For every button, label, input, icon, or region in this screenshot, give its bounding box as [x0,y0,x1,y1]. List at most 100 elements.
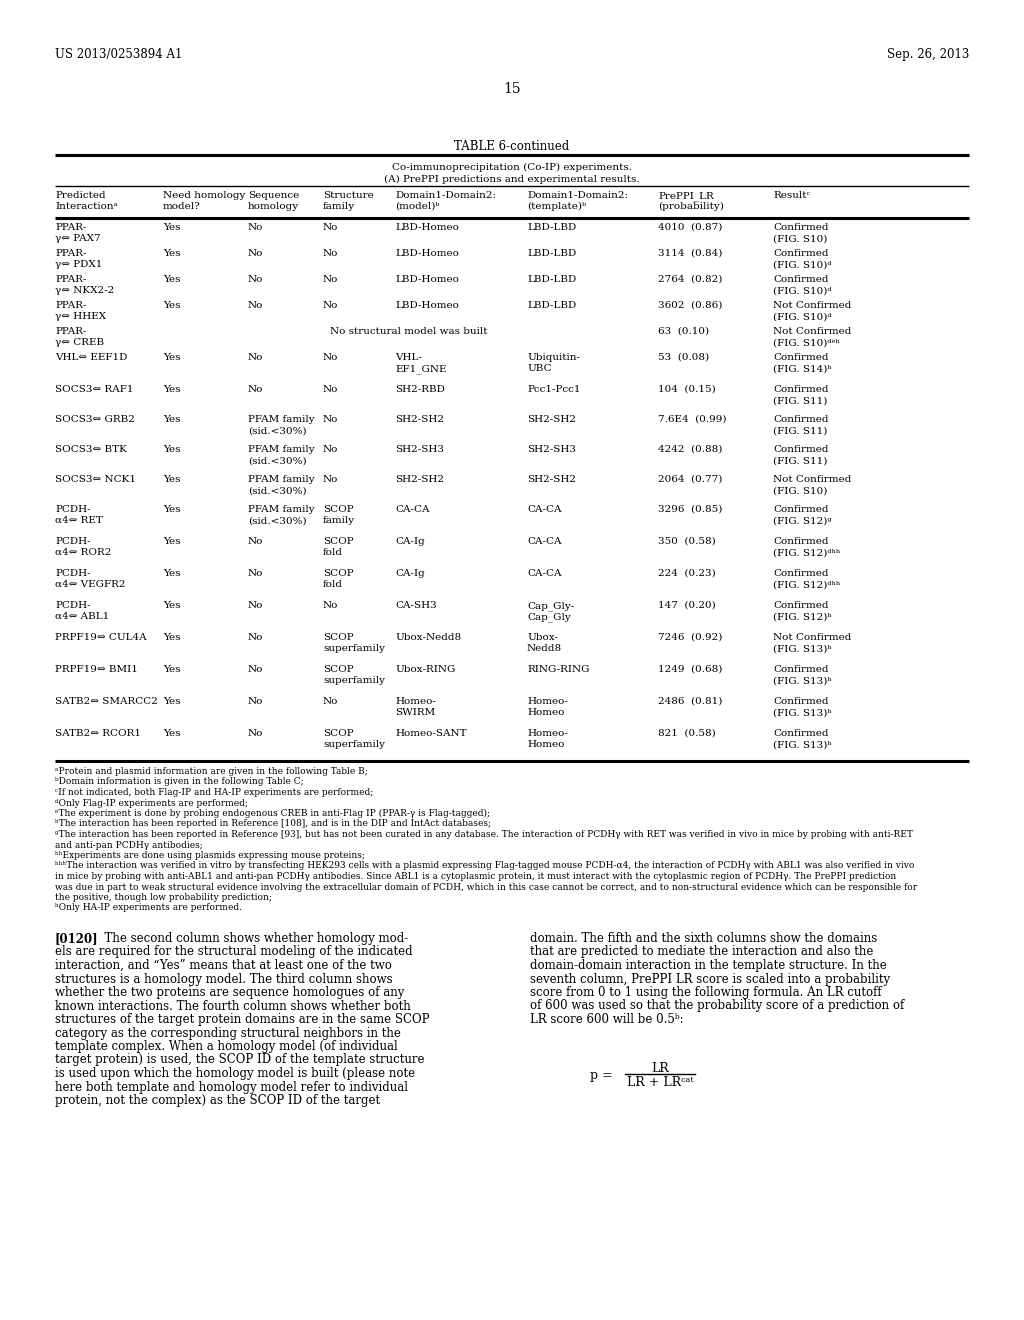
Text: SH2-SH3: SH2-SH3 [527,445,575,454]
Text: Co-immunoprecipitation (Co-IP) experiments.: Co-immunoprecipitation (Co-IP) experimen… [392,162,632,172]
Text: 2486  (0.81): 2486 (0.81) [658,697,722,706]
Text: ᶜIf not indicated, both Flag-IP and HA-IP experiments are performed;: ᶜIf not indicated, both Flag-IP and HA-I… [55,788,374,797]
Text: model?: model? [163,202,201,211]
Text: Structure: Structure [323,191,374,201]
Text: RING-RING: RING-RING [527,665,590,675]
Text: No: No [248,301,263,310]
Text: Sequence: Sequence [248,191,299,201]
Text: in mice by probing with anti-ABL1 and anti-pan PCDHγ antibodies. Since ABL1 is a: in mice by probing with anti-ABL1 and an… [55,873,896,880]
Text: 4010  (0.87): 4010 (0.87) [658,223,722,232]
Text: CA-CA: CA-CA [527,569,561,578]
Text: SH2-SH2: SH2-SH2 [395,414,444,424]
Text: (template)ᵇ: (template)ᵇ [527,202,586,211]
Text: TABLE 6-continued: TABLE 6-continued [455,140,569,153]
Text: No: No [248,352,263,362]
Text: No: No [248,275,263,284]
Text: CA-CA: CA-CA [395,506,429,513]
Text: ᵃProtein and plasmid information are given in the following Table B;: ᵃProtein and plasmid information are giv… [55,767,368,776]
Text: No: No [248,729,263,738]
Text: Yes: Yes [163,601,180,610]
Text: 63  (0.10): 63 (0.10) [658,327,710,337]
Text: LBD-LBD: LBD-LBD [527,249,577,257]
Text: No: No [323,601,338,610]
Text: No: No [323,697,338,706]
Text: Cap_Gly-
Cap_Gly: Cap_Gly- Cap_Gly [527,601,574,623]
Text: Yes: Yes [163,275,180,284]
Text: PCDH-
α4⇔ ABL1: PCDH- α4⇔ ABL1 [55,601,110,622]
Text: Confirmed
(FIG. S10)ᵈ: Confirmed (FIG. S10)ᵈ [773,275,831,296]
Text: ʰOnly HA-IP experiments are performed.: ʰOnly HA-IP experiments are performed. [55,903,242,912]
Text: score from 0 to 1 using the following formula. An LR cutoff: score from 0 to 1 using the following fo… [530,986,882,999]
Text: SOCS3⇔ GRB2: SOCS3⇔ GRB2 [55,414,135,424]
Text: 3114  (0.84): 3114 (0.84) [658,249,722,257]
Text: 3602  (0.86): 3602 (0.86) [658,301,722,310]
Text: Yes: Yes [163,697,180,706]
Text: PPAR-
γ⇔ CREB: PPAR- γ⇔ CREB [55,327,104,347]
Text: US 2013/0253894 A1: US 2013/0253894 A1 [55,48,182,61]
Text: Confirmed
(FIG. S13)ʰ: Confirmed (FIG. S13)ʰ [773,697,831,717]
Text: Confirmed
(FIG. S13)ʰ: Confirmed (FIG. S13)ʰ [773,729,831,750]
Text: Not Confirmed
(FIG. S10)ᵈ: Not Confirmed (FIG. S10)ᵈ [773,301,851,321]
Text: No: No [248,697,263,706]
Text: whether the two proteins are sequence homologues of any: whether the two proteins are sequence ho… [55,986,404,999]
Text: Confirmed
(FIG. S12)ᵈʰʰ: Confirmed (FIG. S12)ᵈʰʰ [773,569,841,589]
Text: No: No [323,301,338,310]
Text: SH2-SH2: SH2-SH2 [527,414,575,424]
Text: Resultᶜ: Resultᶜ [773,191,810,201]
Text: SH2-SH2: SH2-SH2 [527,475,575,484]
Text: PRPF19⇔ CUL4A: PRPF19⇔ CUL4A [55,634,146,642]
Text: No: No [248,634,263,642]
Text: Yes: Yes [163,665,180,675]
Text: Ubox-
Nedd8: Ubox- Nedd8 [527,634,562,653]
Text: target protein) is used, the SCOP ID of the template structure: target protein) is used, the SCOP ID of … [55,1053,425,1067]
Text: Confirmed
(FIG. S13)ʰ: Confirmed (FIG. S13)ʰ [773,665,831,685]
Text: No: No [323,275,338,284]
Text: of 600 was used so that the probability score of a prediction of: of 600 was used so that the probability … [530,999,904,1012]
Text: PPAR-
γ⇔ NKX2-2: PPAR- γ⇔ NKX2-2 [55,275,115,296]
Text: SH2-SH3: SH2-SH3 [395,445,444,454]
Text: No: No [323,445,338,454]
Text: Yes: Yes [163,301,180,310]
Text: Predicted: Predicted [55,191,105,201]
Text: PrePPI_LR: PrePPI_LR [658,191,714,201]
Text: LR: LR [651,1061,669,1074]
Text: ʰʰʰThe interaction was verified in vitro by transfecting HEK293 cells with a pla: ʰʰʰThe interaction was verified in vitro… [55,862,914,870]
Text: Yes: Yes [163,634,180,642]
Text: Confirmed
(FIG. S12)ᵈʰʰ: Confirmed (FIG. S12)ᵈʰʰ [773,537,841,557]
Text: Yes: Yes [163,537,180,546]
Text: category as the corresponding structural neighbors in the: category as the corresponding structural… [55,1027,400,1040]
Text: Confirmed
(FIG. S11): Confirmed (FIG. S11) [773,385,828,405]
Text: 4242  (0.88): 4242 (0.88) [658,445,722,454]
Text: Pcc1-Pcc1: Pcc1-Pcc1 [527,385,581,393]
Text: homology: homology [248,202,299,211]
Text: No: No [248,537,263,546]
Text: No: No [248,665,263,675]
Text: LBD-LBD: LBD-LBD [527,275,577,284]
Text: LBD-LBD: LBD-LBD [527,223,577,232]
Text: 350  (0.58): 350 (0.58) [658,537,716,546]
Text: The second column shows whether homology mod-: The second column shows whether homology… [97,932,409,945]
Text: Ubox-RING: Ubox-RING [395,665,456,675]
Text: PFAM family
(sid.<30%): PFAM family (sid.<30%) [248,414,314,436]
Text: No structural model was built: No structural model was built [330,327,487,337]
Text: PFAM family
(sid.<30%): PFAM family (sid.<30%) [248,475,314,495]
Text: ᵈOnly Flag-IP experiments are performed;: ᵈOnly Flag-IP experiments are performed; [55,799,248,808]
Text: ᵍThe interaction has been reported in Reference [93], but has not been curated i: ᵍThe interaction has been reported in Re… [55,830,912,840]
Text: Yes: Yes [163,385,180,393]
Text: LBD-Homeo: LBD-Homeo [395,275,459,284]
Text: PCDH-
α4⇔ ROR2: PCDH- α4⇔ ROR2 [55,537,112,557]
Text: Homeo-
Homeo: Homeo- Homeo [527,729,568,750]
Text: Interactionᵃ: Interactionᵃ [55,202,118,211]
Text: 7.6E4  (0.99): 7.6E4 (0.99) [658,414,726,424]
Text: Yes: Yes [163,569,180,578]
Text: Confirmed
(FIG. S10): Confirmed (FIG. S10) [773,223,828,243]
Text: family: family [323,202,355,211]
Text: No: No [323,223,338,232]
Text: Yes: Yes [163,445,180,454]
Text: ᵉThe experiment is done by probing endogenous CREB in anti-Flag IP (PPAR-γ is Fl: ᵉThe experiment is done by probing endog… [55,809,490,818]
Text: structures of the target protein domains are in the same SCOP: structures of the target protein domains… [55,1012,429,1026]
Text: Yes: Yes [163,729,180,738]
Text: SCOP
superfamily: SCOP superfamily [323,729,385,750]
Text: PCDH-
α4⇔ RET: PCDH- α4⇔ RET [55,506,102,525]
Text: structures is a homology model. The third column shows: structures is a homology model. The thir… [55,973,392,986]
